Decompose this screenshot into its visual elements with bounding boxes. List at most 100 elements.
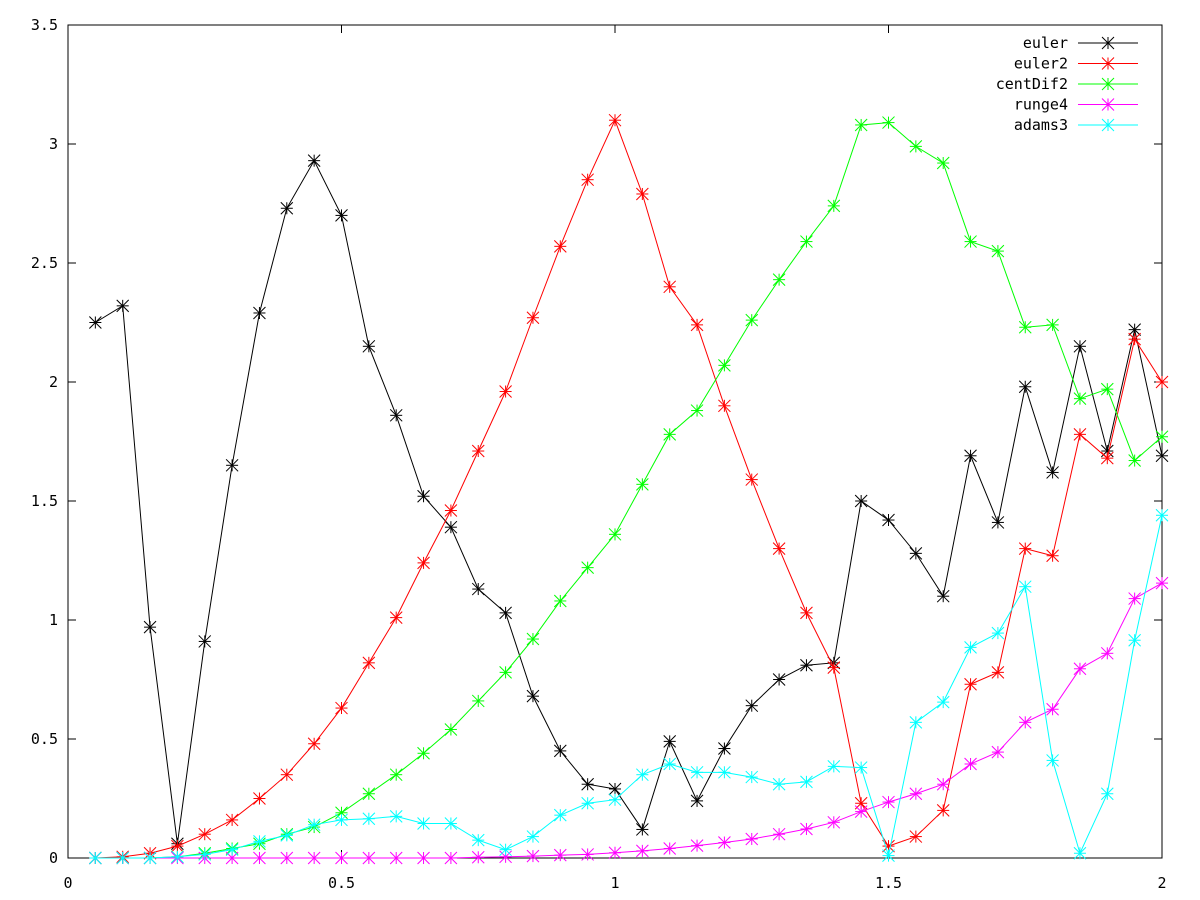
data-point-euler2 [307,737,321,751]
data-point-runge4 [690,839,704,852]
data-point-euler2 [171,839,184,853]
legend-label: centDif2 [996,75,1068,93]
data-point-centDif2 [526,632,540,646]
data-point-euler2 [471,444,485,458]
data-point-centDif2 [909,140,923,153]
data-point-euler2 [253,792,266,805]
data-point-adams3 [936,695,950,709]
data-point-runge4 [581,848,595,861]
data-point-euler [581,777,595,791]
data-point-euler2 [1128,332,1142,346]
x-tick-label: 1 [610,874,619,892]
legend-swatch-marker [1101,98,1115,111]
data-point-euler2 [581,173,595,187]
series-layer [88,113,1169,865]
data-point-adams3 [1128,633,1142,647]
data-point-euler2 [964,677,977,691]
data-point-runge4 [1073,662,1087,676]
series-runge4 [88,576,1169,865]
data-point-runge4 [800,822,813,836]
series-line-euler [95,159,1163,844]
data-point-euler [280,201,294,215]
data-point-adams3 [253,834,266,848]
data-point-euler [690,794,704,808]
data-point-runge4 [253,851,266,865]
data-point-centDif2 [772,273,786,287]
data-point-euler2 [444,504,458,517]
data-point-euler2 [827,661,841,674]
data-point-centDif2 [663,428,677,441]
data-point-euler [335,209,348,222]
data-point-adams3 [608,793,622,807]
data-point-adams3 [198,848,212,861]
data-point-adams3 [1073,846,1087,860]
legend-item-centDif2: centDif2 [996,75,1138,93]
data-point-adams3 [362,812,376,826]
data-point-adams3 [635,768,649,782]
data-point-euler [663,735,677,748]
series-euler [88,154,1169,851]
data-point-euler2 [1046,549,1059,563]
data-point-euler [718,742,731,755]
data-point-runge4 [553,848,567,862]
legend-label: euler2 [1014,55,1068,73]
data-point-euler [772,673,786,686]
data-point-adams3 [581,796,595,810]
y-tick-label: 2 [49,373,58,391]
data-point-runge4 [635,844,649,858]
data-point-euler2 [800,606,813,620]
data-point-euler2 [225,813,239,827]
legend-item-runge4: runge4 [1014,96,1138,114]
data-point-runge4 [772,827,786,841]
data-point-runge4 [909,787,923,801]
data-point-runge4 [417,851,430,865]
data-point-euler [225,458,239,472]
series-line-centDif2 [95,122,1163,859]
data-point-euler [362,339,376,353]
data-point-euler [745,699,759,713]
data-point-adams3 [143,851,157,865]
data-point-centDif2 [389,768,403,782]
data-point-euler2 [335,701,348,715]
data-point-euler [417,489,430,503]
data-point-euler2 [526,311,540,325]
data-point-runge4 [608,846,622,860]
data-point-centDif2 [581,561,595,574]
data-point-euler [253,306,266,320]
data-point-adams3 [800,775,813,789]
data-point-euler [307,154,321,168]
data-point-euler2 [1155,375,1169,389]
data-point-euler [991,516,1005,529]
data-point-runge4 [663,842,677,855]
x-tick-label: 0 [63,874,72,892]
data-point-adams3 [526,830,540,843]
data-point-runge4 [991,745,1005,759]
data-point-euler2 [280,768,294,782]
x-axis: 0 0.5 1 1.5 2 [63,25,1167,892]
data-point-euler [1046,466,1059,479]
data-point-euler2 [936,804,950,817]
data-point-adams3 [171,850,184,864]
data-point-euler2 [1100,451,1114,465]
data-point-runge4 [827,815,841,829]
series-centDif2 [88,116,1169,865]
data-point-euler [882,513,895,527]
data-point-adams3 [225,843,239,857]
data-point-centDif2 [1046,318,1059,332]
plot-area [67,24,1163,859]
data-point-centDif2 [690,404,704,417]
x-tick-label: 2 [1157,874,1166,892]
y-tick-label: 3.5 [31,16,58,34]
data-point-runge4 [1018,715,1032,729]
data-point-centDif2 [417,746,430,760]
legend-item-euler: euler [1023,34,1138,52]
legend-label: adams3 [1014,116,1068,134]
data-point-centDif2 [499,666,512,679]
data-point-adams3 [772,777,786,791]
data-point-centDif2 [991,244,1005,258]
data-point-centDif2 [827,199,841,213]
data-point-runge4 [280,851,294,865]
y-tick-label: 0 [49,849,58,867]
data-point-adams3 [335,813,348,827]
